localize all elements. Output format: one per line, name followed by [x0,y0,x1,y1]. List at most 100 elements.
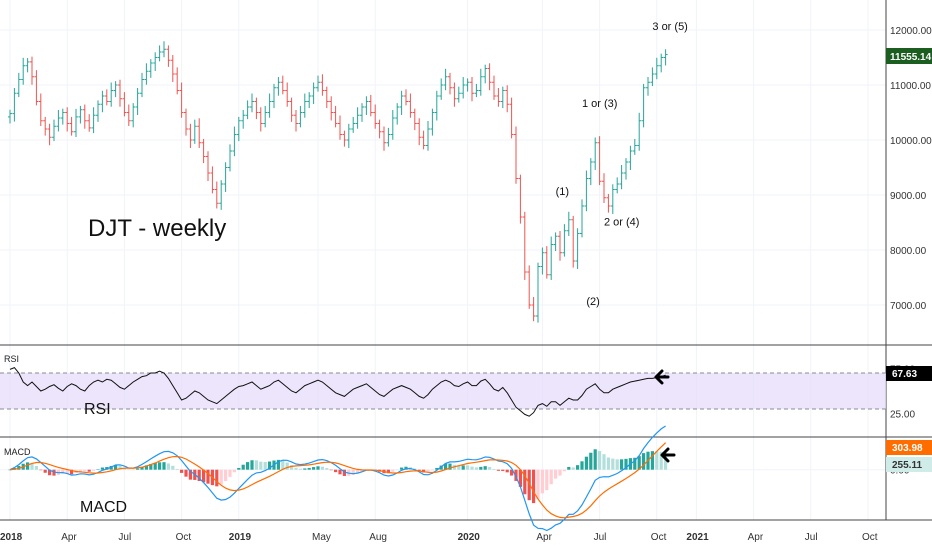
macd-histogram-bar [611,458,615,470]
macd-histogram-bar [558,469,562,476]
ohlc-bar [399,90,404,115]
ohlc-bar [505,85,510,113]
macd-histogram-bar [162,462,166,470]
macd-histogram-bar [580,461,584,470]
ohlc-bar [615,177,620,194]
macd-histogram-bar [624,458,628,470]
ohlc-bar [536,262,540,323]
macd-histogram-bar [294,467,298,470]
time-tick-label: 2019 [229,532,252,543]
macd-histogram-bar [180,469,184,473]
price-tick-label: 10000.00 [890,136,932,147]
macd-histogram-bar [527,469,531,501]
ohlc-bar [267,93,272,118]
macd-histogram-bar [386,469,390,474]
ohlc-bar [465,78,470,92]
ohlc-bar [654,57,659,80]
ohlc-bar [148,59,153,78]
macd-histogram-bar [61,469,65,474]
ohlc-bar [346,123,351,148]
macd-histogram-bar [351,469,355,475]
time-tick-label: Oct [176,532,192,543]
ohlc-bar [82,104,87,129]
macd-histogram-bar [598,451,602,470]
ohlc-bar [364,96,369,115]
signal-last-badge[interactable]: 255.11 [886,457,932,472]
ohlc-bar [456,86,461,103]
ohlc-bar [395,103,400,125]
ohlc-bar [175,67,180,95]
ohlc-bar [100,90,105,113]
macd-histogram-bar [602,454,606,470]
macd-histogram-bar [153,462,157,470]
macd-histogram-bar [334,469,338,473]
last-price-badge[interactable]: 11555.14 [886,48,932,64]
macd-histogram-bar [320,466,324,470]
ohlc-bar [241,110,246,129]
macd-pane-title: MACD [4,447,31,457]
ohlc-bar [60,108,65,125]
macd-histogram-bar [457,465,461,470]
ohlc-bar [34,70,39,106]
ohlc-bar [500,86,505,109]
ohlc-bar [571,215,576,268]
ohlc-bar [289,97,294,122]
macd-last-badge[interactable]: 303.98 [886,440,932,455]
ohlc-bar [333,105,338,128]
macd-histogram-bar [571,467,575,470]
ohlc-bar [236,116,241,142]
ohlc-bar [302,93,307,118]
macd-histogram-bar [140,466,144,470]
ohlc-bar [417,118,422,146]
ohlc-bar [641,83,646,128]
macd-histogram-bar [202,469,206,483]
ohlc-bar [540,247,545,275]
ohlc-bar [390,110,395,140]
ohlc-bar [553,232,558,252]
macd-histogram-bar [532,469,536,504]
ohlc-bar [566,211,571,236]
macd-histogram-bar [144,465,148,470]
macd-histogram-bar [360,469,364,472]
macd-histogram-bar [479,466,483,470]
macd-histogram-bar [312,467,316,470]
ohlc-bar [197,118,202,148]
time-tick-label: Aug [369,532,387,543]
ohlc-bar [549,236,554,280]
ohlc-bar [360,103,364,122]
ohlc-bar [527,265,532,309]
ohlc-bar [254,97,259,120]
macd-histogram-bar [43,469,47,473]
ohlc-bar [593,137,598,170]
macd-histogram-bar [562,469,566,472]
ohlc-bar [65,107,70,132]
macd-histogram-bar [65,469,69,474]
ohlc-bar [126,104,131,126]
rsi-last-badge[interactable]: 67.63 [886,366,932,381]
macd-histogram-bar [496,469,500,471]
macd-histogram-bar [593,449,597,470]
rsi-series-line [9,366,666,417]
macd-histogram-bar [554,469,558,479]
macd-histogram-bar [430,469,434,471]
macd-histogram-bar [615,459,619,470]
ohlc-bar [562,224,567,257]
macd-histogram-bar [83,469,87,472]
macd-histogram-bar [241,464,245,470]
ohlc-bar [131,103,136,128]
price-tick-label: 12000.00 [890,26,932,37]
rsi-pane-title: RSI [4,354,19,364]
macd-histogram-bar [633,457,637,470]
price-tick-label: 9000.00 [890,191,927,202]
ohlc-bar [285,82,290,107]
macd-histogram-bar [303,468,307,470]
ohlc-bar [408,93,413,118]
ohlc-bar [298,105,303,128]
macd-histogram-bar [276,459,280,470]
price-tick-label: 8000.00 [890,246,927,257]
macd-histogram-bar [435,467,439,470]
macd-histogram-bar [219,469,223,485]
ohlc-bar [56,110,61,132]
time-tick-label: Apr [748,532,764,543]
ohlc-bar [632,138,637,155]
